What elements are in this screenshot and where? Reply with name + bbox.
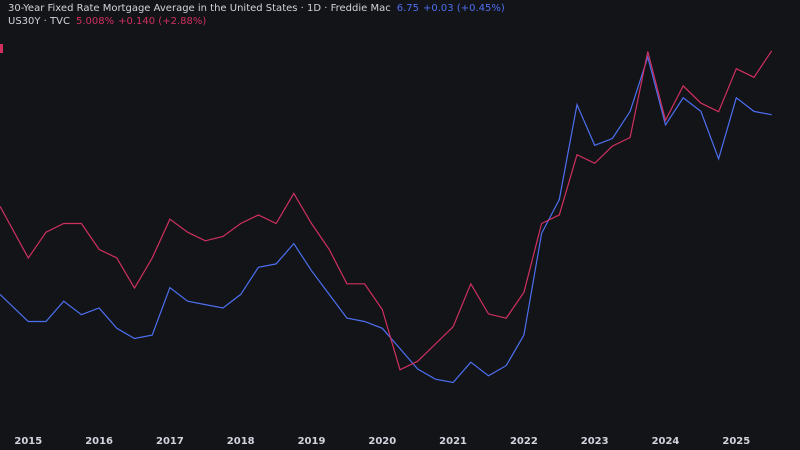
last-value: 6.75 bbox=[397, 3, 419, 14]
x-tick-label: 2020 bbox=[368, 436, 396, 447]
legend-line: US30Y · TVC 5.008% +0.140 (+2.88%) bbox=[8, 16, 206, 27]
series-name: US30Y · TVC bbox=[8, 16, 70, 27]
series-line bbox=[0, 54, 772, 384]
last-value: 5.008% bbox=[76, 16, 114, 27]
series-line bbox=[0, 50, 773, 371]
legend-line: 30-Year Fixed Rate Mortgage Average in t… bbox=[8, 3, 505, 14]
x-tick-label: 2019 bbox=[298, 436, 326, 447]
x-tick-label: 2016 bbox=[85, 436, 113, 447]
change: +0.140 (+2.88%) bbox=[118, 16, 206, 27]
series-name: 30-Year Fixed Rate Mortgage Average in t… bbox=[8, 3, 391, 14]
x-tick-label: 2017 bbox=[156, 436, 184, 447]
x-tick-label: 2023 bbox=[581, 436, 609, 447]
price-marker bbox=[0, 44, 3, 53]
x-tick-label: 2021 bbox=[439, 436, 467, 447]
x-tick-label: 2022 bbox=[510, 436, 538, 447]
x-tick-label: 2015 bbox=[14, 436, 42, 447]
x-tick-label: 2025 bbox=[722, 436, 750, 447]
x-tick-label: 2018 bbox=[227, 436, 255, 447]
x-tick-label: 2024 bbox=[652, 436, 680, 447]
change: +0.03 (+0.45%) bbox=[423, 3, 505, 14]
